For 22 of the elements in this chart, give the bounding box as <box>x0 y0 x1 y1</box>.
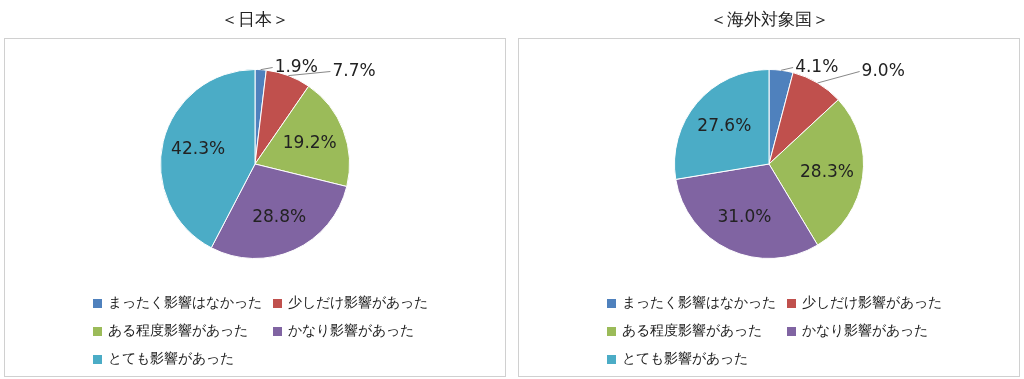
data-label: 4.1% <box>795 55 839 76</box>
data-label: 9.0% <box>861 59 905 80</box>
data-label: 31.0% <box>717 205 772 226</box>
data-label: 27.6% <box>697 114 752 135</box>
legend-label: まったく影響はなかった <box>622 294 776 312</box>
legend-label: とても影響があった <box>622 350 748 368</box>
data-label: 28.8% <box>252 205 307 226</box>
chart-title: ＜日本＞ <box>220 8 290 31</box>
data-label: 19.2% <box>282 131 337 152</box>
data-label: 1.9% <box>274 55 318 76</box>
legend-label: ある程度影響があった <box>108 322 248 340</box>
data-label: 28.3% <box>800 160 855 181</box>
legend-label: ある程度影響があった <box>622 322 762 340</box>
legend-label: まったく影響はなかった <box>108 294 262 312</box>
legend-label: かなり影響があった <box>288 322 414 340</box>
data-label: 7.7% <box>332 59 376 80</box>
data-label: 42.3% <box>171 138 226 159</box>
legend-label: かなり影響があった <box>802 322 928 340</box>
legend-label: とても影響があった <box>108 350 234 368</box>
legend-label: 少しだけ影響があった <box>802 294 942 312</box>
chart-title: ＜海外対象国＞ <box>708 8 830 31</box>
legend-label: 少しだけ影響があった <box>288 294 428 312</box>
